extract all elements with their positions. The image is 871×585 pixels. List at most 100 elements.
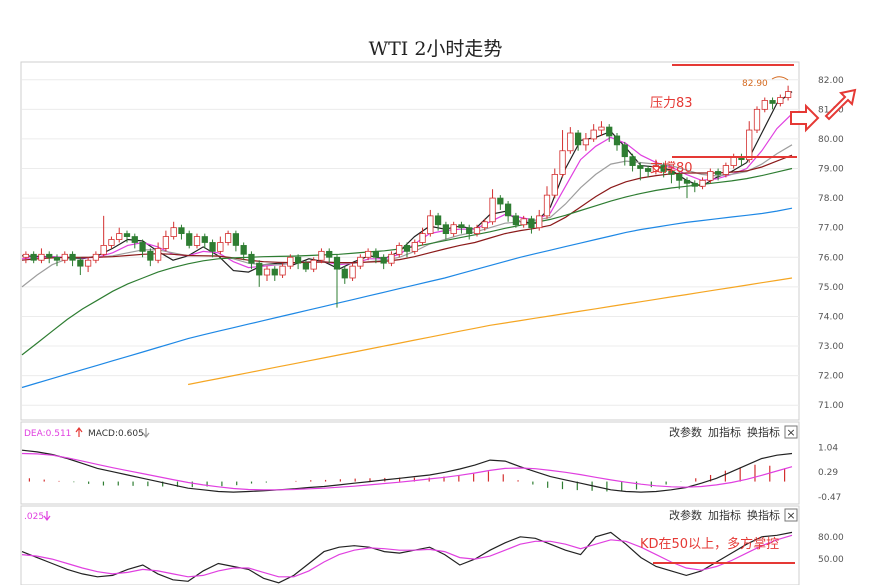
candle-body [551, 174, 558, 196]
kd-label: .025 [24, 512, 44, 522]
resistance-label: 压力83 [650, 96, 693, 111]
candle-body [396, 245, 403, 255]
candle-body [287, 256, 294, 267]
candle-body [372, 250, 380, 258]
kd-close-button[interactable] [784, 508, 798, 522]
candle-body [427, 215, 434, 235]
close-icon: × [786, 509, 795, 522]
kd-tick-label: 50.00 [818, 555, 844, 565]
candle-body [753, 108, 761, 131]
candle-body [660, 165, 667, 172]
candle-body [403, 245, 411, 252]
price-marker-label: 82.90 [742, 79, 768, 89]
candle-body [38, 253, 45, 261]
candle-body [559, 150, 566, 175]
macd-close-button[interactable] [784, 425, 798, 439]
candle-body [450, 224, 457, 235]
candle-body [154, 247, 162, 261]
price-tick-label: 76.00 [818, 253, 844, 263]
macd-tick-label: 1.04 [818, 443, 838, 453]
candle-body [699, 179, 706, 187]
price-tick-label: 71.00 [818, 401, 844, 411]
candle-body [442, 224, 450, 235]
macd-dea-line [21, 452, 793, 491]
candle-body [61, 253, 68, 261]
candle-body [784, 91, 792, 98]
macd-tick-label: -0.47 [818, 493, 841, 503]
candle-body [53, 256, 61, 261]
candle-body [310, 259, 317, 270]
candle-body [341, 268, 348, 279]
candle-body [380, 256, 387, 264]
price-tick-label: 72.00 [818, 372, 844, 382]
candle-body [302, 262, 310, 270]
candle-body [139, 242, 146, 252]
candle-body [131, 236, 138, 243]
candle-body [419, 233, 426, 243]
price-tick-label: 73.00 [818, 342, 844, 352]
candle-body [271, 268, 278, 276]
candle-body [567, 132, 574, 152]
chart-title: WTI 2小时走势 [368, 38, 503, 60]
candle-body [528, 218, 535, 229]
candle-body [108, 239, 115, 246]
candle-body [333, 256, 341, 270]
price-marker-icon [771, 76, 789, 81]
macd-axis: 1.04 0.29 -0.47 [818, 443, 841, 503]
candle-body [294, 256, 302, 264]
candle-body [69, 253, 76, 261]
candle-body [590, 129, 597, 140]
candle-body [543, 194, 551, 217]
candle-body [458, 224, 465, 229]
candle-body [256, 262, 263, 276]
price-grid [22, 79, 799, 406]
candle-body [30, 253, 37, 261]
kd-add-indicator-button[interactable]: 加指标 [708, 508, 741, 522]
candle-body [746, 129, 753, 161]
support-label: 支撑80 [650, 161, 693, 176]
candle-body [574, 132, 582, 146]
candlesticks [22, 85, 792, 308]
kd-lines [21, 531, 793, 584]
kd-switch-indicator-button[interactable]: 换指标 [747, 508, 780, 522]
candle-body [613, 135, 621, 146]
candle-body [652, 165, 660, 172]
candle-body [598, 126, 605, 131]
macd-params-button[interactable]: 改参数 [669, 425, 702, 439]
price-tick-label: 75.00 [818, 283, 844, 293]
kd-params-button[interactable]: 改参数 [669, 508, 702, 522]
kd-panel [20, 505, 800, 585]
candle-body [22, 253, 30, 258]
arrow-down-icon [43, 511, 51, 521]
candle-body [77, 259, 84, 267]
candle-body [84, 259, 92, 267]
macd-switch-indicator-button[interactable]: 换指标 [747, 425, 780, 439]
candle-body [481, 221, 488, 229]
candle-body [777, 97, 784, 104]
macd-tick-label: 0.29 [818, 468, 838, 478]
candle-body [722, 165, 730, 175]
candle-body [761, 100, 768, 110]
arrow-outline-icon [824, 88, 857, 121]
macd-label: MACD:0.605 [88, 429, 144, 439]
price-tick-label: 78.00 [818, 194, 844, 204]
price-tick-label: 82.00 [818, 76, 844, 86]
macd-lines [21, 449, 793, 493]
ma-line [187, 277, 793, 386]
candle-body [512, 215, 520, 226]
candle-body [536, 215, 543, 229]
candle-body [178, 227, 185, 235]
candle-body [411, 242, 418, 252]
candle-body [434, 215, 442, 226]
kd-axis: 80.00 50.00 [818, 533, 844, 565]
candle-body [621, 144, 628, 158]
kd-d-line [21, 534, 793, 578]
macd-add-indicator-button[interactable]: 加指标 [708, 425, 741, 439]
candle-body [162, 236, 170, 249]
candle-body [100, 245, 107, 255]
candle-body [224, 233, 232, 243]
candle-body [318, 250, 325, 261]
candle-body [248, 253, 255, 264]
candle-body [707, 171, 714, 181]
